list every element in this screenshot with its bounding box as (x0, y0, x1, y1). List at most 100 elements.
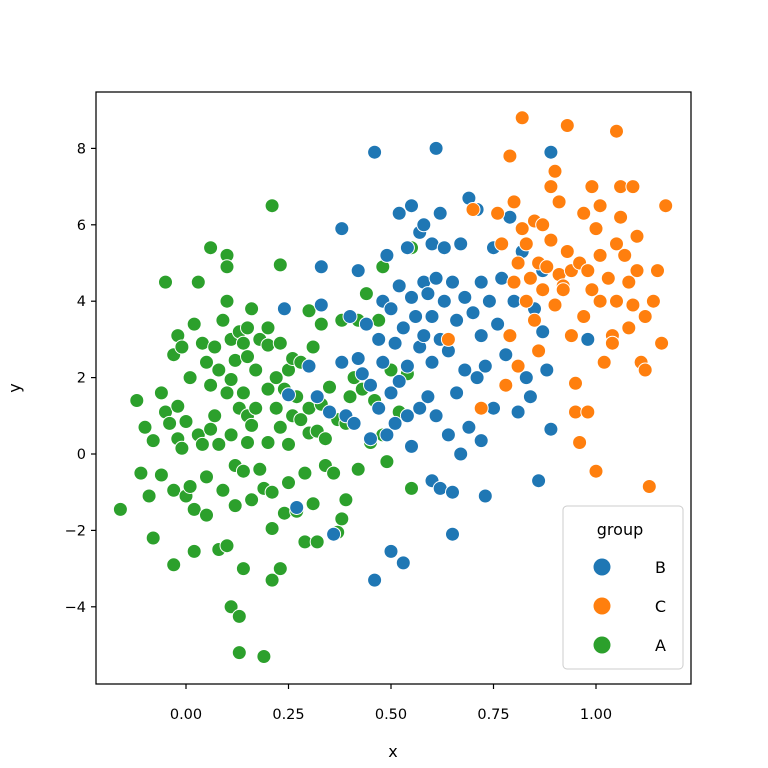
data-point-C (580, 263, 596, 279)
data-point-A (268, 400, 284, 416)
data-point-A (199, 507, 214, 523)
data-point-A (158, 274, 173, 290)
data-point-B (383, 543, 399, 559)
data-point-B (453, 236, 469, 252)
data-point-B (445, 484, 460, 500)
data-point-B (518, 370, 534, 386)
data-point-B (457, 289, 473, 305)
data-point-A (219, 293, 235, 309)
data-point-C (527, 312, 542, 328)
data-point-A (231, 608, 247, 624)
data-point-B (510, 404, 526, 420)
data-point-C (572, 435, 588, 450)
legend-marker-A (593, 636, 611, 654)
y-tick-label: −4 (65, 600, 86, 616)
data-point-B (387, 335, 403, 351)
data-point-C (621, 320, 637, 336)
data-point-B (445, 274, 460, 290)
x-tick-label: 0.25 (272, 707, 304, 723)
data-point-A (256, 649, 272, 664)
data-point-A (170, 398, 186, 414)
data-point-C (559, 244, 575, 259)
data-point-A (203, 377, 219, 393)
data-point-C (490, 205, 506, 221)
data-point-A (248, 362, 264, 378)
data-point-A (281, 475, 296, 491)
data-point-C (621, 274, 637, 290)
data-point-C (609, 236, 624, 252)
data-point-A (240, 349, 255, 365)
data-point-B (543, 421, 559, 437)
data-point-A (190, 274, 206, 290)
data-point-A (301, 303, 317, 319)
data-point-C (629, 228, 645, 244)
x-tick-label: 0.50 (375, 707, 407, 723)
legend-marker-C (593, 597, 611, 615)
data-point-A (137, 419, 153, 435)
data-point-C (518, 293, 534, 309)
data-point-C (502, 328, 518, 344)
data-point-B (522, 389, 538, 405)
data-point-C (592, 247, 608, 263)
data-point-A (272, 561, 288, 577)
data-point-C (514, 221, 530, 237)
data-point-A (264, 572, 280, 588)
data-point-C (609, 123, 624, 139)
data-point-B (367, 572, 383, 588)
data-point-B (416, 328, 432, 344)
data-point-B (408, 309, 424, 324)
data-point-A (264, 484, 280, 500)
data-point-C (584, 179, 600, 195)
data-point-A (235, 335, 251, 351)
data-point-B (363, 431, 378, 447)
data-point-A (272, 419, 288, 435)
data-point-A (166, 557, 182, 573)
data-point-B (428, 140, 444, 156)
data-point-B (469, 370, 485, 386)
data-point-C (547, 163, 563, 179)
data-point-C (625, 179, 641, 195)
data-point-B (363, 377, 378, 393)
data-point-B (461, 419, 477, 435)
data-point-B (424, 354, 440, 370)
data-point-C (522, 270, 538, 286)
data-point-B (420, 286, 436, 302)
data-point-A (182, 479, 198, 494)
data-point-B (481, 293, 497, 309)
legend: group B C A (562, 505, 684, 670)
data-point-C (596, 354, 612, 370)
data-point-A (305, 496, 321, 512)
y-tick-label: −2 (65, 523, 86, 539)
data-point-A (211, 362, 227, 378)
data-point-B (379, 427, 395, 443)
data-point-A (260, 320, 276, 336)
data-point-B (453, 446, 469, 462)
legend-box (562, 505, 684, 670)
data-point-C (576, 309, 592, 324)
data-point-C (588, 463, 604, 479)
data-point-B (457, 362, 473, 378)
y-tick-label: 2 (77, 371, 86, 387)
data-point-C (535, 217, 551, 233)
y-tick-label: 8 (77, 141, 86, 157)
data-point-B (465, 305, 481, 321)
x-axis-ticks: 0.00 0.25 0.50 0.75 1.00 (170, 684, 612, 723)
data-point-B (449, 312, 465, 328)
data-point-A (211, 436, 227, 452)
data-point-B (395, 320, 411, 336)
legend-label-B: B (655, 558, 666, 577)
legend-label-C: C (655, 597, 666, 616)
data-point-B (498, 347, 514, 363)
data-point-A (338, 492, 354, 508)
y-tick-label: 4 (77, 294, 86, 310)
legend-title: group (597, 520, 643, 539)
data-point-A (219, 259, 235, 275)
data-point-B (404, 289, 419, 305)
data-point-B (416, 217, 432, 233)
data-point-B (350, 351, 366, 366)
data-point-C (576, 205, 592, 221)
data-point-C (510, 358, 526, 374)
data-point-B (432, 205, 448, 221)
data-point-B (420, 389, 436, 405)
data-point-B (313, 297, 329, 313)
